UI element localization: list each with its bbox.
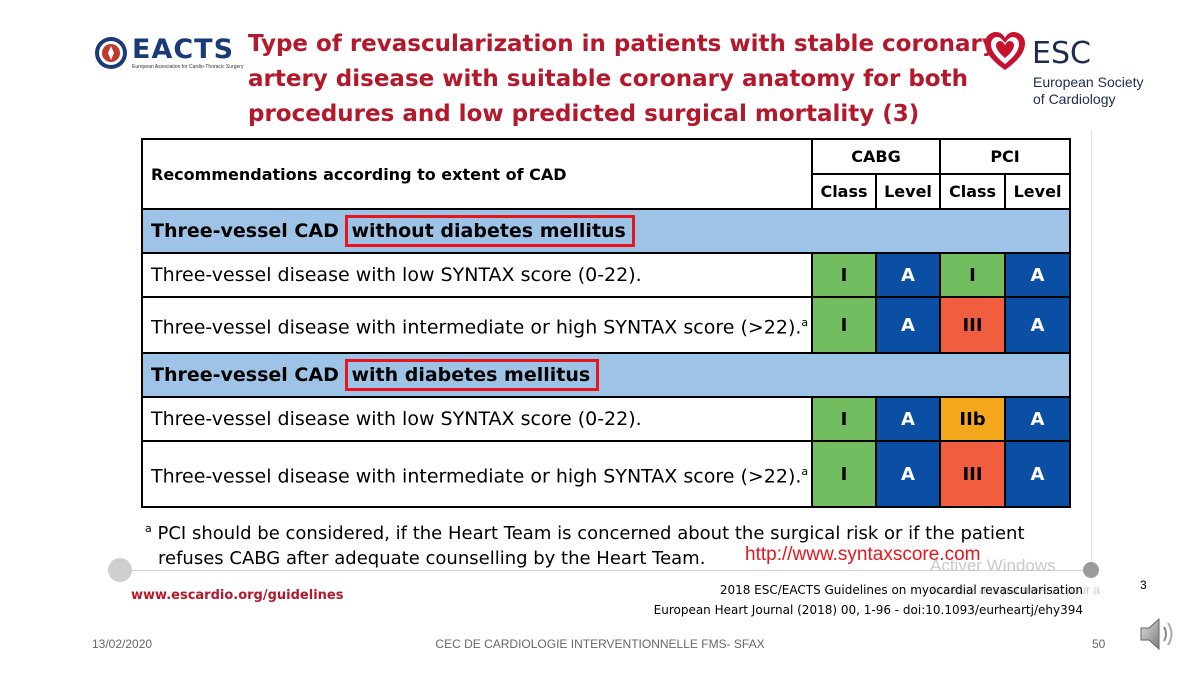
- citation-title: 2018 ESC/EACTS Guidelines on myocardial …: [719, 583, 1083, 597]
- slide-divider-horizontal: [120, 570, 1092, 571]
- slide-divider-vertical: [1091, 130, 1092, 570]
- activation-watermark-subtitle[interactable]: Accédez aux paramètres pour a: [930, 583, 1101, 597]
- table-row: Three-vessel disease with intermediate o…: [141, 440, 1072, 508]
- table-row: Three-vessel disease with low SYNTAX sco…: [141, 396, 1072, 442]
- esc-subtitle-2: of Cardiology: [1033, 91, 1116, 107]
- recommendation-text: Three-vessel disease with low SYNTAX sco…: [141, 252, 813, 298]
- title-line: Type of revascularization in patients wi…: [248, 31, 997, 57]
- table-row: Three-vessel disease with intermediate o…: [141, 296, 1072, 354]
- section-highlight: without diabetes mellitus: [345, 215, 635, 247]
- pci-class-badge: III: [939, 440, 1007, 508]
- header-cabg-class: Class: [811, 173, 877, 210]
- pci-level-badge: A: [1004, 296, 1072, 354]
- slide-title: Type of revascularization in patients wi…: [248, 27, 998, 132]
- esc-subtitle-1: European Society: [1033, 74, 1144, 90]
- recommendation-text: Three-vessel disease with intermediate o…: [141, 296, 813, 354]
- slide-dot-right: [1083, 562, 1099, 578]
- slide-dot-left: [108, 558, 132, 582]
- eacts-subtitle: European Association for Cardio-Thoracic…: [132, 64, 244, 70]
- cabg-class-badge: I: [811, 252, 877, 298]
- section-row: Three-vessel CAD with diabetes mellitus: [140, 352, 1072, 398]
- section-prefix: Three-vessel CAD: [151, 220, 346, 242]
- section-highlight: with diabetes mellitus: [345, 359, 600, 391]
- slide-number-small: 3: [1140, 578, 1147, 592]
- pci-class-badge: III: [939, 296, 1007, 354]
- cabg-class-badge: I: [811, 440, 877, 508]
- recommendation-text: Three-vessel disease with intermediate o…: [141, 440, 813, 508]
- header-cabg: CABG: [810, 138, 942, 175]
- footer-center-text: CEC DE CARDIOLOGIE INTERVENTIONNELLE FMS…: [435, 637, 765, 651]
- pci-level-badge: A: [1004, 440, 1072, 508]
- footnote-line-1: a PCI should be considered, if the Heart…: [145, 522, 1025, 544]
- header-pci: PCI: [939, 138, 1072, 175]
- cabg-level-badge: A: [874, 296, 942, 354]
- recommendations-table: Recommendations according to extent of C…: [140, 138, 1072, 508]
- esc-logo: ESC European Society of Cardiology: [983, 30, 1163, 110]
- header-cabg-level: Level: [874, 173, 942, 210]
- section-heading: Three-vessel CAD with diabetes mellitus: [140, 352, 1072, 398]
- cabg-level-badge: A: [874, 252, 942, 298]
- seal-icon: [95, 37, 127, 69]
- esc-guidelines-url[interactable]: www.escardio.org/guidelines: [131, 588, 344, 603]
- citation-journal: European Heart Journal (2018) 00, 1-96 -…: [653, 603, 1083, 617]
- pci-level-badge: A: [1004, 252, 1072, 298]
- title-line: procedures and low predicted surgical mo…: [248, 101, 920, 127]
- footer-page-number: 50: [1092, 637, 1106, 651]
- cabg-level-badge: A: [874, 440, 942, 508]
- speaker-icon[interactable]: [1137, 614, 1181, 654]
- header-pci-class: Class: [939, 173, 1007, 210]
- heart-icon: [985, 32, 1025, 70]
- section-prefix: Three-vessel CAD: [151, 364, 346, 386]
- eacts-wordmark: EACTS: [132, 34, 235, 65]
- activation-watermark-title: Activer Windows: [930, 556, 1056, 575]
- section-heading: Three-vessel CAD without diabetes mellit…: [140, 208, 1072, 254]
- footnote-marker: a: [145, 522, 152, 535]
- footer-date: 13/02/2020: [92, 637, 153, 651]
- cabg-level-badge: A: [874, 396, 942, 442]
- header-pci-level: Level: [1004, 173, 1072, 210]
- footnote-marker: a: [801, 315, 809, 329]
- syntax-score-link[interactable]: http://www.syntaxscore.com: [745, 544, 981, 565]
- pci-level-badge: A: [1004, 396, 1072, 442]
- pci-class-badge: I: [939, 252, 1007, 298]
- header-recommendations: Recommendations according to extent of C…: [141, 138, 813, 210]
- footnote-marker: a: [801, 464, 809, 478]
- title-line: artery disease with suitable coronary an…: [248, 66, 968, 92]
- pci-class-badge: IIb: [939, 396, 1007, 442]
- cabg-class-badge: I: [811, 296, 877, 354]
- esc-wordmark: ESC: [1032, 36, 1091, 71]
- table-row: Three-vessel disease with low SYNTAX sco…: [141, 252, 1072, 298]
- eacts-logo: EACTS European Association for Cardio-Th…: [94, 34, 243, 74]
- recommendation-text: Three-vessel disease with low SYNTAX sco…: [141, 396, 813, 442]
- section-row: Three-vessel CAD without diabetes mellit…: [140, 208, 1072, 254]
- footnote-line-2: refuses CABG after adequate counselling …: [158, 548, 706, 569]
- cabg-class-badge: I: [811, 396, 877, 442]
